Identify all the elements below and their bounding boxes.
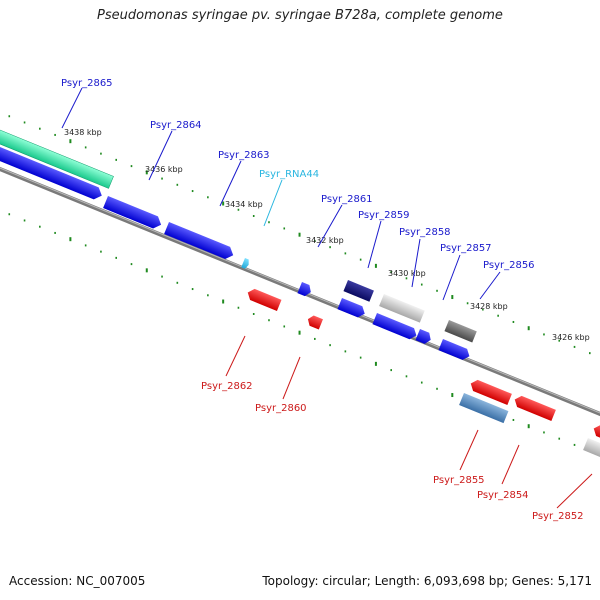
gene-Psyr_2863[interactable] [164, 222, 236, 261]
leader-Psyr_2865 [61, 87, 83, 129]
lower-scale-ticks [8, 213, 591, 453]
gene-Psyr_2860b[interactable] [337, 298, 367, 319]
leader-Psyr_2859 [367, 220, 382, 269]
gene-Psyr_2862[interactable] [245, 287, 282, 311]
gene-Psyr_2852[interactable] [583, 438, 600, 458]
gene-Psyr_2865[interactable] [0, 127, 114, 189]
scale-label-3436: 3436 kbp [145, 165, 183, 174]
leader-Psyr_2857 [442, 254, 461, 301]
leader-Psyr_2864 [148, 130, 173, 181]
gene-Psyr_RNA44[interactable] [241, 258, 250, 270]
label-Psyr_2854[interactable]: Psyr_2854 [477, 490, 529, 501]
label-Psyr_RNA44[interactable]: Psyr_RNA44 [259, 169, 319, 180]
leader-Psyr_2855 [459, 429, 479, 471]
gene-Psyr_2858b[interactable] [415, 329, 432, 345]
leader-Psyr_2856 [479, 271, 501, 300]
scale-label-3434: 3434 kbp [225, 200, 263, 209]
label-Psyr_2859[interactable]: Psyr_2859 [358, 210, 410, 221]
scale-label-3426: 3426 kbp [552, 333, 590, 342]
gene-Psyr_2859[interactable] [379, 294, 425, 323]
gene-Psyr_2854[interactable] [512, 394, 556, 421]
gene-Psyr_2858[interactable] [372, 313, 418, 341]
genome-summary-text: Topology: circular; Length: 6,093,698 bp… [262, 574, 592, 588]
scale-label-3428: 3428 kbp [470, 302, 508, 311]
leader-Psyr_RNA44 [263, 179, 283, 227]
label-Psyr_2852[interactable]: Psyr_2852 [532, 511, 584, 522]
label-Psyr_2857[interactable]: Psyr_2857 [440, 243, 492, 254]
gene-Psyr_2855[interactable] [459, 393, 509, 424]
scale-label-3438: 3438 kbp [64, 128, 102, 137]
gene-Psyr_2857[interactable] [444, 320, 477, 343]
label-Psyr_2862[interactable]: Psyr_2862 [201, 381, 253, 392]
label-Psyr_2865[interactable]: Psyr_2865 [61, 78, 113, 89]
gene-Psyr_2861[interactable] [343, 280, 374, 302]
gene-Psyr_2864[interactable] [103, 196, 163, 231]
leader-Psyr_2862 [225, 335, 246, 377]
gene-Psyr_2860[interactable] [306, 314, 323, 330]
upper-scale-ticks [8, 115, 591, 355]
leader-Psyr_2860 [282, 356, 301, 400]
gene-Psyr_2856[interactable] [438, 339, 471, 362]
scale-label-3430: 3430 kbp [388, 269, 426, 278]
label-Psyr_2855[interactable]: Psyr_2855 [433, 475, 485, 486]
scale-label-3432: 3432 kbp [306, 236, 344, 245]
gene-Psyr_2861a[interactable] [297, 282, 313, 298]
label-Psyr_2856[interactable]: Psyr_2856 [483, 260, 535, 271]
leader-Psyr_2863 [219, 160, 242, 207]
gene-Psyr_2852a[interactable] [591, 423, 600, 442]
accession-text: Accession: NC_007005 [9, 574, 146, 588]
leader-Psyr_2861 [317, 204, 343, 248]
label-Psyr_2860[interactable]: Psyr_2860 [255, 403, 307, 414]
label-Psyr_2864[interactable]: Psyr_2864 [150, 120, 202, 131]
gene-Psyr_2865b[interactable] [0, 145, 104, 202]
leader-Psyr_2858 [411, 238, 421, 288]
label-Psyr_2858[interactable]: Psyr_2858 [399, 227, 451, 238]
label-Psyr_2861[interactable]: Psyr_2861 [321, 194, 373, 205]
leader-Psyr_2854 [501, 444, 520, 485]
genome-title: Pseudomonas syringae pv. syringae B728a,… [97, 8, 503, 23]
leader-Psyr_2852 [556, 473, 593, 509]
label-Psyr_2863[interactable]: Psyr_2863 [218, 150, 270, 161]
gene-Psyr_2855a[interactable] [468, 378, 512, 405]
